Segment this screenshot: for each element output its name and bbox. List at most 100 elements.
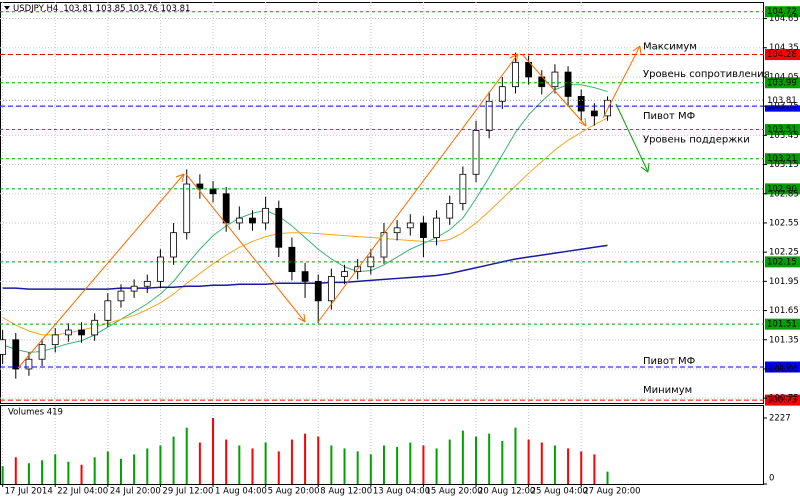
trend-arrow [521, 53, 587, 127]
candle-body [64, 329, 72, 336]
y-tick-label: 102.85 [769, 189, 799, 199]
arrow-head [297, 313, 306, 323]
candle-body [288, 246, 296, 273]
header-marker [4, 6, 10, 10]
level-label: 102.90 [767, 184, 797, 194]
level-label-box [765, 256, 800, 268]
level-label-box [765, 361, 800, 373]
level-label: 103.99 [767, 78, 797, 88]
moving-average [2, 84, 608, 353]
candle-body [498, 86, 506, 102]
candle-body [25, 358, 33, 370]
y-tick-label: 104.35 [769, 43, 799, 53]
level-label-box [765, 6, 800, 18]
y-tick-label: 101.95 [769, 277, 799, 287]
main-panel-frame [0, 2, 764, 404]
y-tick-label: 102.25 [769, 248, 799, 258]
candle-body [170, 232, 177, 258]
arrow-head [640, 162, 650, 173]
x-tick-label: 27 Aug 20:00 [583, 487, 640, 497]
candle-body [117, 290, 125, 302]
y-tick-label: 103.15 [769, 160, 799, 170]
x-tick-label: 8 Aug 12:00 [320, 487, 372, 497]
candle-body [525, 61, 533, 78]
volume-panel-frame [0, 405, 764, 485]
candle-body [551, 71, 559, 88]
level-label: 103.21 [767, 154, 797, 164]
candle-body [78, 329, 85, 336]
level-label: 101.51 [767, 320, 797, 330]
x-tick-label: 20 Aug 12:00 [478, 487, 535, 497]
candle-body [275, 207, 283, 248]
candle-body [38, 344, 46, 360]
candle-body [604, 99, 611, 117]
level-label-box [765, 318, 800, 330]
y-tick-label: 101.65 [769, 306, 799, 316]
y-tick-label: 103.75 [769, 102, 799, 112]
candle-body [130, 285, 138, 292]
x-tick-label: 1 Aug 04:00 [215, 487, 267, 497]
last-price-box [765, 95, 800, 106]
x-tick-label: 25 Aug 04:00 [531, 487, 588, 497]
level-label-box [765, 394, 800, 406]
candle-body [446, 203, 454, 219]
candle-body [420, 222, 427, 238]
x-tick-label: 24 Jul 20:00 [110, 487, 161, 497]
level-label: 101.07 [767, 363, 797, 373]
candle-body [472, 130, 480, 175]
forecast-arrow [615, 103, 649, 173]
candle-body [327, 276, 335, 302]
level-annotation: Минимум [643, 385, 692, 396]
candle-body [512, 61, 519, 88]
chart-header: USDJPY,H4 103.81 103.85 103.76 103.81 [13, 4, 190, 14]
arrow-head [578, 117, 587, 127]
x-tick-label: 22 Jul 04:00 [57, 487, 108, 497]
candle-body [590, 110, 598, 117]
axes: 104.65 104.35 104.05 103.75 103.45 103.15 102.… [2, 14, 799, 497]
ohlc-label: 103.81 103.85 103.76 103.81 [63, 4, 190, 14]
last-price-label: 103.81 [767, 96, 797, 106]
level-annotation: Пивот МФ [643, 111, 696, 122]
forecast-arrow [602, 45, 641, 119]
x-tick-label: 5 Aug 20:00 [268, 487, 320, 497]
level-annotation: Уровень сопротивления [643, 69, 770, 80]
trend-arrow [17, 173, 185, 369]
arrow-head [175, 173, 185, 183]
candle-body [222, 193, 230, 224]
candle-body [183, 183, 191, 234]
trend-arrow [185, 173, 306, 323]
candles [0, 52, 611, 379]
y-tick-label: 102.55 [769, 218, 799, 228]
x-tick-label: 29 Jul 12:00 [162, 487, 213, 497]
level-label-box [765, 100, 800, 112]
level-label-box [765, 183, 800, 195]
level-label-box [765, 77, 800, 89]
level-annotation: Пивот МФ [643, 356, 696, 367]
x-tick-label: 13 Aug 04:00 [373, 487, 430, 497]
candle-body [564, 71, 572, 97]
volumes [1, 418, 609, 484]
level-label: 102.15 [767, 257, 797, 267]
level-label-box [765, 153, 800, 165]
candle-body [301, 271, 309, 282]
candle-body [91, 319, 99, 336]
level-label-box [765, 124, 800, 136]
arrow-head [509, 53, 519, 63]
level-label: 104.72 [767, 7, 797, 17]
candle-body [143, 280, 151, 287]
arrow-head [632, 45, 642, 56]
candle-body [393, 227, 401, 234]
candle-body [314, 280, 322, 302]
y-tick-label: 104.05 [769, 72, 799, 82]
volume-title: Volumes 419 [8, 408, 63, 418]
candle-body [485, 100, 493, 131]
candle-body [380, 232, 388, 258]
level-label: 100.73 [767, 396, 797, 406]
y-tick-label: 100.75 [769, 394, 799, 404]
y-tick-label: 104.65 [769, 14, 799, 24]
level-label: 103.75 [767, 102, 797, 112]
candle-body [51, 334, 59, 346]
trend-arrow [317, 53, 519, 323]
volume-tick-label: 2227 [769, 414, 791, 424]
